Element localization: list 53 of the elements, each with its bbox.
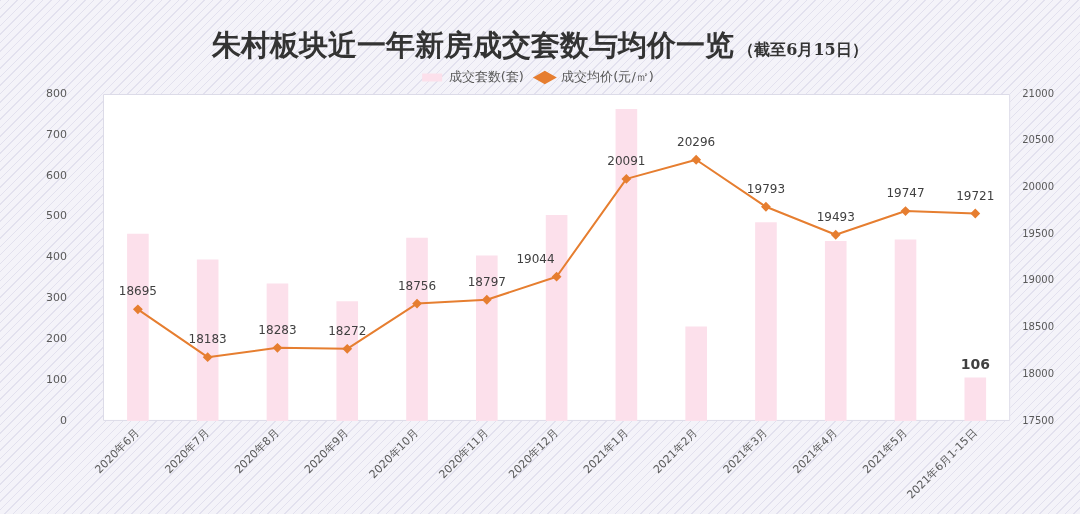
y2-tick-label: 18500 [1022,321,1054,333]
data-label: 19793 [746,181,786,196]
y-tick-label: 400 [46,250,67,264]
point [691,155,701,165]
y-tick-label: 500 [46,209,67,223]
data-label: 18283 [258,322,297,337]
y-tick-label: 100 [46,372,67,386]
point [621,174,631,184]
data-label: 18695 [118,284,157,299]
point [831,230,841,240]
y2-tick-label: 18000 [1022,367,1054,379]
data-label: 19721 [956,188,995,203]
point [970,208,980,218]
y-tick-label: 300 [46,291,67,305]
point [272,343,282,353]
y2-tick-label: 19500 [1022,227,1054,239]
y-tick-label: 700 [46,127,67,141]
data-label: 18797 [467,274,506,289]
y2-tick-label: 20500 [1022,134,1054,146]
y-tick-label: 600 [46,168,67,182]
bar [964,377,987,421]
point [133,304,143,314]
y-tick-label: 200 [46,332,67,346]
y-tick-label: 0 [60,413,67,427]
y2-tick-label: 21000 [1022,87,1054,99]
data-label: 18272 [328,323,367,338]
data-label: 18756 [397,278,437,293]
y2-tick-label: 19000 [1022,274,1054,286]
point [901,206,911,216]
y2-tick-label: 20000 [1022,181,1054,192]
point [482,295,492,305]
chart-title: 朱村板块近一年新房成交套数与均价一览 [212,27,735,64]
y-tick-label: 800 [46,86,67,100]
legend-label: 成交套数(套) [448,68,524,84]
point [203,352,213,362]
data-label: 19493 [816,209,855,224]
data-label: 19747 [886,186,925,201]
chart-subtitle: （截至6月15日） [738,40,868,61]
data-label: 106 [960,356,990,373]
bar [894,239,917,421]
bar [755,222,777,421]
legend-label: 成交均价(元/㎡) [561,68,654,84]
point [412,299,422,309]
point [761,202,771,212]
data-label: 20296 [677,134,716,149]
bar [824,241,847,421]
point [552,272,562,282]
data-label: 20091 [607,154,646,169]
bar [685,326,707,421]
data-label: 19044 [516,251,555,266]
data-label: 18183 [188,332,227,347]
y2-tick-label: 17500 [1022,414,1054,426]
point [342,344,352,354]
